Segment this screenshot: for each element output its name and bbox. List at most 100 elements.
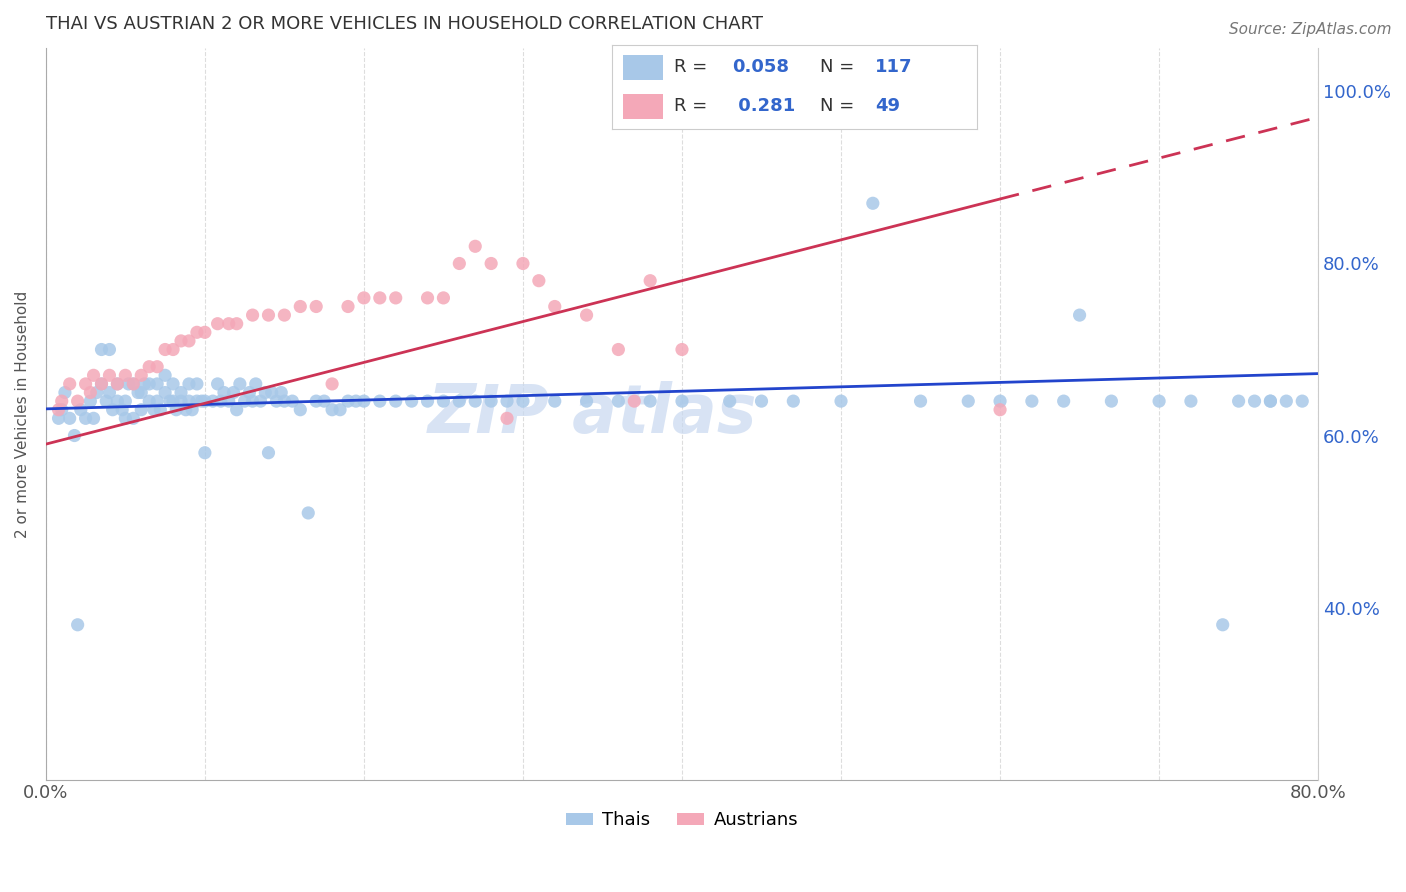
Point (51, 402, 73, 417)
Point (751, 394, 773, 409)
Point (114, 411, 136, 425)
FancyBboxPatch shape (623, 94, 662, 120)
Point (105, 376, 128, 391)
Text: 0.281: 0.281 (733, 97, 796, 115)
Point (270, 385, 292, 400)
Point (201, 394, 224, 409)
Point (53, 385, 76, 400)
Point (98, 368, 121, 383)
Point (59, 411, 82, 425)
Point (957, 394, 980, 409)
Point (337, 394, 360, 409)
Point (512, 256, 534, 270)
Point (638, 394, 661, 409)
Point (238, 385, 260, 400)
Point (544, 394, 567, 409)
Point (111, 402, 134, 417)
Point (321, 402, 343, 417)
Point (432, 394, 454, 409)
Point (1275, 394, 1298, 409)
Point (416, 291, 439, 305)
Point (63, 428, 86, 442)
Point (48, 402, 70, 417)
Point (105, 394, 128, 409)
Point (496, 411, 519, 425)
Point (1180, 394, 1202, 409)
Point (177, 376, 200, 391)
Point (75, 411, 97, 425)
Point (143, 402, 166, 417)
Point (218, 317, 240, 331)
Point (273, 308, 295, 322)
Point (623, 394, 645, 409)
Point (229, 376, 252, 391)
Point (1099, 394, 1122, 409)
Point (575, 394, 598, 409)
Point (671, 343, 693, 357)
Point (149, 402, 172, 417)
Point (162, 394, 184, 409)
Point (257, 308, 280, 322)
Point (290, 300, 312, 314)
Point (321, 376, 343, 391)
Point (1260, 394, 1282, 409)
Point (290, 402, 312, 417)
Point (207, 376, 229, 391)
Point (225, 402, 247, 417)
Point (90, 376, 112, 391)
Point (1053, 394, 1076, 409)
Point (607, 343, 630, 357)
Point (449, 394, 471, 409)
Point (122, 376, 145, 391)
Point (527, 274, 550, 288)
Point (257, 446, 280, 460)
Point (194, 446, 217, 460)
Point (830, 394, 852, 409)
Text: 0.058: 0.058 (733, 59, 789, 77)
Point (98, 343, 121, 357)
Y-axis label: 2 or more Vehicles in Household: 2 or more Vehicles in Household (15, 291, 30, 538)
Point (273, 394, 295, 409)
Point (464, 239, 486, 253)
Point (153, 385, 176, 400)
Point (177, 334, 200, 348)
Point (66, 394, 89, 409)
Point (209, 394, 232, 409)
Point (862, 196, 884, 211)
Text: R =: R = (673, 97, 713, 115)
Point (122, 411, 145, 425)
Point (671, 394, 693, 409)
Text: ZIP atlas: ZIP atlas (429, 381, 758, 447)
Point (266, 394, 288, 409)
Point (432, 291, 454, 305)
Point (337, 300, 360, 314)
Point (607, 394, 630, 409)
Point (353, 291, 375, 305)
Point (146, 394, 169, 409)
Point (384, 394, 406, 409)
Point (1260, 394, 1282, 409)
Point (194, 394, 217, 409)
Point (782, 394, 804, 409)
Point (75, 376, 97, 391)
Point (122, 376, 145, 391)
Point (96, 394, 118, 409)
Point (281, 394, 304, 409)
Point (384, 291, 406, 305)
Point (86, 385, 108, 400)
Point (1069, 308, 1091, 322)
Point (181, 402, 204, 417)
Point (186, 376, 208, 391)
Point (207, 317, 229, 331)
Point (297, 506, 319, 520)
Point (245, 376, 267, 391)
Point (59, 376, 82, 391)
Point (401, 394, 423, 409)
Point (170, 385, 193, 400)
Point (988, 402, 1011, 417)
Point (162, 376, 184, 391)
Point (305, 394, 328, 409)
Point (449, 256, 471, 270)
Point (170, 394, 193, 409)
Point (48, 411, 70, 425)
